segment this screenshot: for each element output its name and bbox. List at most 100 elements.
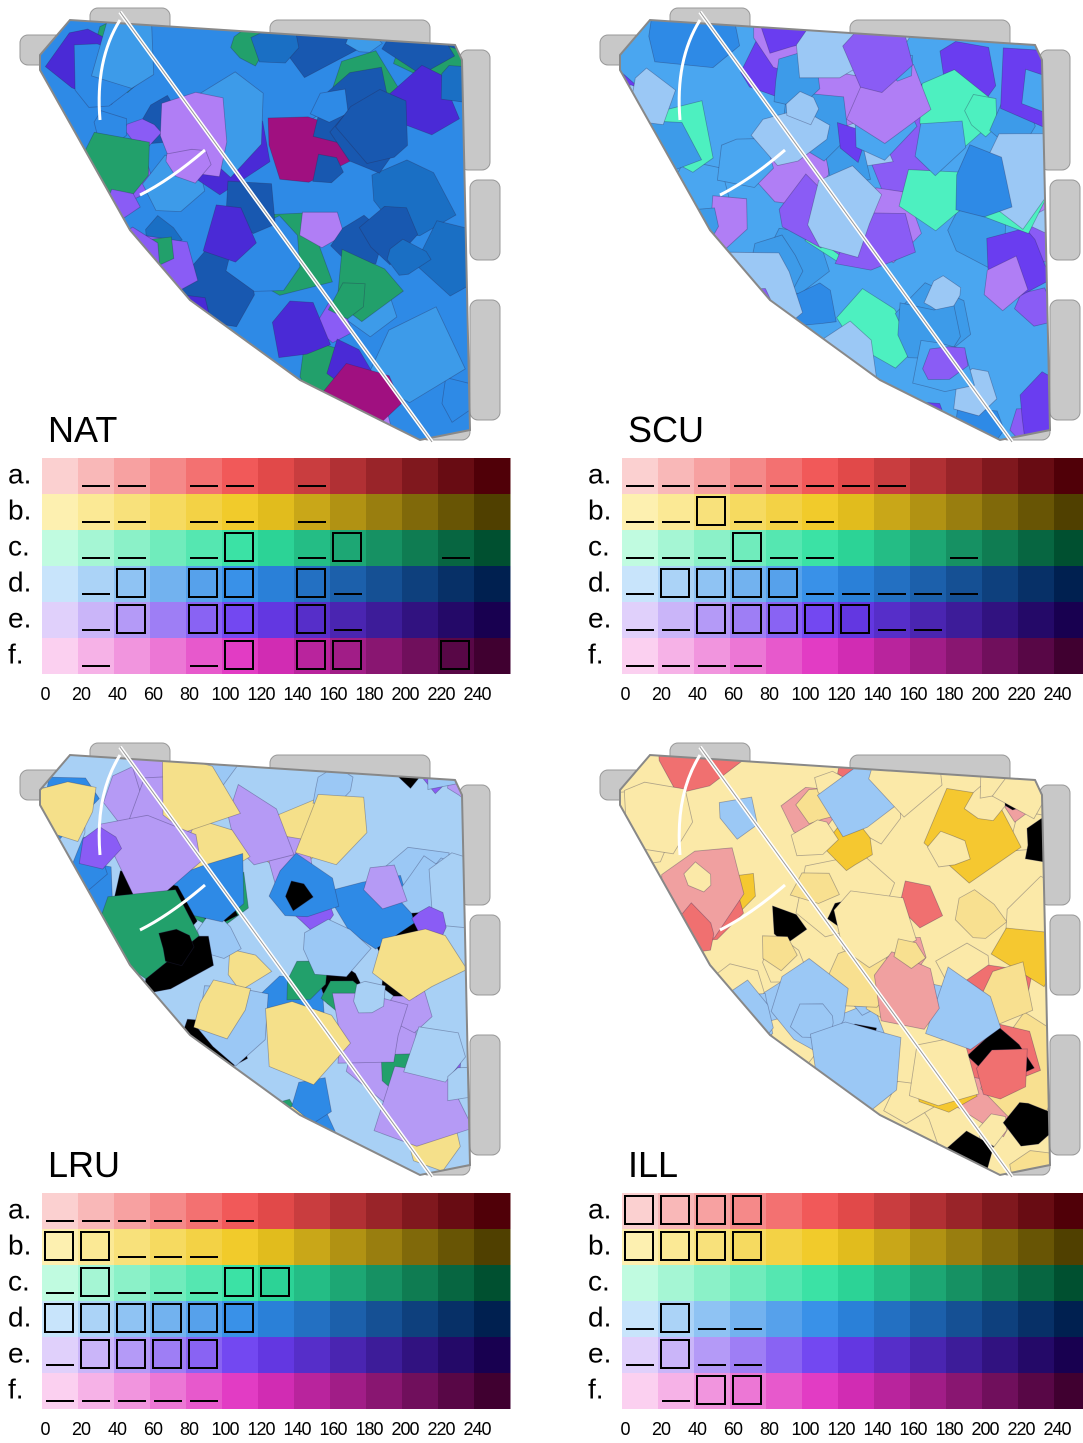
color-cell — [402, 530, 439, 566]
parcel — [801, 1126, 892, 1202]
color-cell — [402, 1337, 439, 1373]
color-cell — [294, 1193, 331, 1229]
tick-label: 60 — [724, 684, 743, 704]
parcel — [210, 383, 283, 463]
color-cell — [438, 602, 475, 638]
color-cell — [42, 566, 79, 602]
tick-label: 240 — [463, 684, 491, 704]
color-cell — [222, 1229, 259, 1265]
color-cell — [802, 1193, 839, 1229]
color-cell — [910, 1193, 947, 1229]
color-cell — [766, 1265, 803, 1301]
color-cell — [438, 1229, 475, 1265]
color-cell — [838, 458, 875, 494]
color-cell — [438, 1373, 475, 1409]
color-cell — [766, 1229, 803, 1265]
tick-label: 40 — [688, 1419, 707, 1439]
color-cell — [802, 1373, 839, 1409]
color-cell — [658, 638, 695, 674]
row-label: e. — [588, 602, 611, 633]
color-cell — [78, 638, 115, 674]
border-parcel — [470, 300, 500, 420]
parcel — [647, 332, 717, 398]
panel: ILLa.b.c.d.e.f.0204060801001201401601802… — [588, 718, 1083, 1439]
color-cell — [294, 458, 331, 494]
parcel — [54, 1028, 130, 1101]
color-cell — [838, 1373, 875, 1409]
color-cell — [838, 530, 875, 566]
color-cell — [474, 1301, 511, 1337]
color-cell — [1018, 1301, 1055, 1337]
color-cell — [114, 1265, 151, 1301]
color-cell — [474, 1265, 511, 1301]
color-cell — [730, 458, 767, 494]
tick-label: 220 — [1007, 1419, 1035, 1439]
color-cell — [186, 530, 223, 566]
row-label: b. — [8, 494, 31, 525]
parcel — [617, 292, 666, 349]
color-cell — [982, 1301, 1019, 1337]
color-cell — [946, 494, 983, 530]
row-label: e. — [8, 1337, 31, 1368]
border-parcel — [1050, 915, 1080, 995]
color-cell — [114, 1229, 151, 1265]
tick-label: 100 — [211, 1419, 239, 1439]
color-cell — [622, 1373, 659, 1409]
row-label: d. — [8, 1301, 31, 1332]
color-cell — [150, 494, 187, 530]
color-cell — [730, 1337, 767, 1373]
parcel — [760, 408, 791, 438]
color-cell — [1018, 566, 1055, 602]
color-cell — [78, 566, 115, 602]
color-cell — [1054, 1229, 1083, 1265]
color-cell — [838, 638, 875, 674]
color-cell — [694, 1265, 731, 1301]
color-cell — [946, 1193, 983, 1229]
tick-label: 200 — [391, 684, 419, 704]
color-cell — [438, 1193, 475, 1229]
color-cell — [150, 530, 187, 566]
tick-label: 40 — [688, 684, 707, 704]
color-cell — [258, 1301, 295, 1337]
color-cell — [294, 1373, 331, 1409]
color-cell — [730, 638, 767, 674]
tick-label: 20 — [652, 1419, 671, 1439]
color-cell — [874, 1301, 911, 1337]
color-cell — [366, 566, 403, 602]
color-cell — [946, 1301, 983, 1337]
color-cell — [946, 458, 983, 494]
color-cell — [402, 494, 439, 530]
row-label: d. — [588, 566, 611, 597]
color-cell — [946, 530, 983, 566]
row-label: f. — [588, 1373, 604, 1404]
color-cell — [946, 602, 983, 638]
parcel — [701, 1021, 753, 1064]
color-cell — [910, 494, 947, 530]
color-cell — [622, 1301, 659, 1337]
color-cell — [874, 530, 911, 566]
parcel — [899, 413, 929, 442]
color-cell — [330, 458, 367, 494]
color-cell — [438, 494, 475, 530]
color-cell — [114, 1193, 151, 1229]
color-cell — [622, 458, 659, 494]
tick-label: 0 — [620, 684, 630, 704]
color-cell — [150, 1193, 187, 1229]
color-cell — [802, 566, 839, 602]
parcel — [158, 339, 245, 419]
tick-label: 140 — [863, 1419, 891, 1439]
row-label: a. — [8, 458, 31, 489]
color-cell — [838, 1337, 875, 1373]
tick-label: 220 — [427, 1419, 455, 1439]
row-label: c. — [8, 530, 30, 561]
color-cell — [658, 1373, 695, 1409]
tick-label: 140 — [863, 684, 891, 704]
color-cell — [474, 530, 511, 566]
tick-label: 240 — [463, 1419, 491, 1439]
color-cell — [186, 638, 223, 674]
color-cell — [982, 602, 1019, 638]
color-cell — [366, 494, 403, 530]
row-label: b. — [8, 1229, 31, 1260]
parcel — [620, 232, 660, 277]
color-cell — [622, 566, 659, 602]
